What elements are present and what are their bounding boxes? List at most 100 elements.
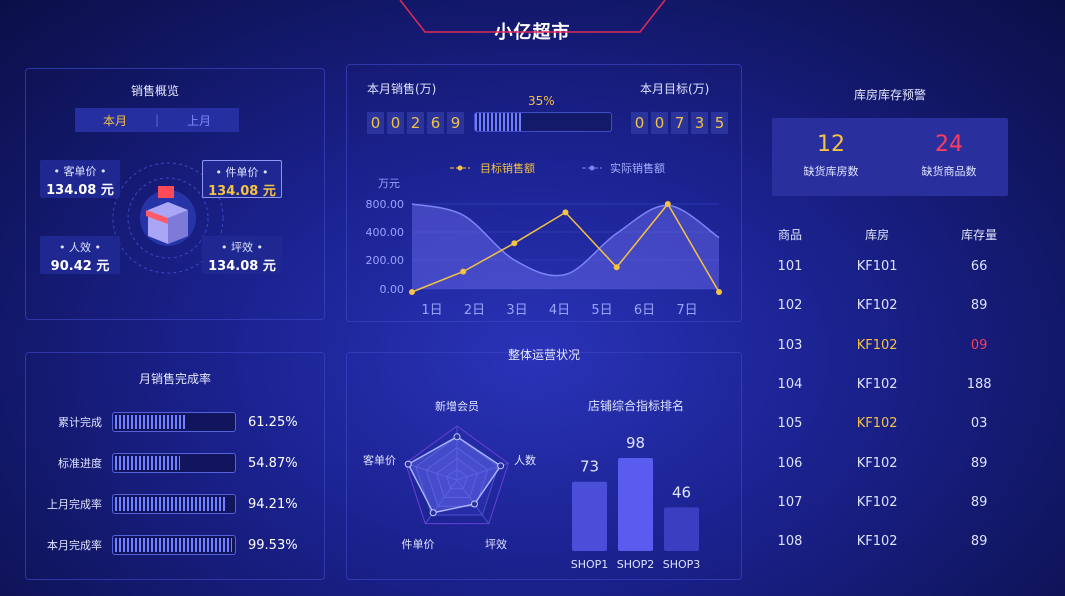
completion-row: 本月完成率 99.53% (40, 535, 298, 555)
completion-row: 标准进度 54.87% (40, 453, 298, 473)
completion-percent: 54.87% (248, 455, 298, 471)
completion-label: 本月完成率 (47, 539, 102, 552)
completion-fill (115, 538, 233, 552)
cell-warehouse: KF102 (856, 416, 898, 432)
x-tick-label: SHOP2 (617, 558, 655, 571)
radar-point (404, 460, 412, 468)
cell-warehouse: KF101 (856, 259, 898, 275)
completion-label: 累计完成 (58, 416, 102, 429)
cell-warehouse: KF102 (856, 455, 898, 471)
x-tick-label: 3日 (506, 303, 527, 318)
cell-stock: 89 (970, 298, 988, 314)
cell-stock: 89 (970, 455, 988, 471)
chart-title: 店铺综合指标排名 (588, 398, 684, 413)
tab-this-month[interactable]: 本月 (102, 113, 127, 128)
inventory-title: 库房库存预警 (853, 88, 926, 102)
completion-fill (115, 415, 188, 429)
completion-bar (112, 453, 236, 473)
radar-point (453, 433, 461, 441)
radar-label: 坪效 (485, 537, 507, 551)
cell-stock: 66 (970, 259, 988, 275)
radar-point (429, 509, 437, 517)
table-row[interactable]: 105 KF102 03 (757, 404, 1027, 443)
col-warehouse: 库房 (865, 228, 890, 242)
x-tick-label: SHOP1 (571, 558, 609, 571)
radar-label: 人数 (514, 454, 536, 467)
target-sales-point (460, 268, 467, 275)
kpi-area-efficiency: • 坪效 • 134.08 元 (202, 236, 282, 274)
y-tick-label: 200.00 (366, 254, 405, 267)
cell-warehouse: KF102 (856, 298, 898, 314)
cell-stock: 89 (970, 534, 988, 550)
tab-last-month[interactable]: 上月 (187, 113, 212, 128)
legend-label: 实际销售额 (610, 161, 665, 175)
table-row[interactable]: 108 KF102 89 (757, 522, 1027, 561)
target-sales-point (716, 289, 722, 295)
kpi-item-price[interactable]: • 件单价 • 134.08 元 (202, 160, 282, 199)
cell-product: 102 (777, 298, 803, 314)
table-row[interactable]: 106 KF102 89 (757, 443, 1027, 482)
bar-value-label: 98 (626, 434, 645, 452)
stat-warehouse-shortage: 12 缺货库房数 (803, 132, 859, 178)
completion-row: 上月完成率 94.21% (40, 494, 298, 514)
cell-warehouse: KF102 (856, 337, 898, 353)
completion-row: 累计完成 61.25% (40, 412, 298, 432)
radar-point (470, 500, 478, 508)
y-tick-label: 0.00 (380, 283, 405, 296)
col-stock: 库存量 (961, 228, 998, 242)
target-sales-point (562, 209, 569, 216)
progress-label: 35% (528, 94, 555, 108)
cell-stock: 188 (966, 377, 992, 393)
target-sales-point (409, 289, 415, 295)
completion-bar (112, 535, 236, 555)
legend-marker (589, 165, 595, 171)
completion-percent: 99.53% (248, 537, 298, 553)
completion-bar (112, 494, 236, 514)
x-tick-label: 6日 (634, 303, 655, 318)
kpi-staff-efficiency: • 人效 • 90.42 元 (40, 236, 120, 274)
radar-label: 新增会员 (435, 399, 479, 413)
radar-axis (424, 479, 458, 524)
x-tick-label: SHOP3 (663, 558, 701, 571)
target-sales-point (664, 201, 671, 207)
completion-panel (25, 352, 325, 580)
x-tick-label: 7日 (676, 303, 697, 318)
month-sales-label: 本月销售(万) (367, 82, 437, 96)
col-product: 商品 (777, 228, 802, 242)
table-row[interactable]: 102 KF102 89 (757, 286, 1027, 325)
cell-warehouse: KF102 (856, 377, 898, 393)
cell-product: 101 (777, 259, 803, 275)
radar-area (407, 435, 502, 514)
table-row[interactable]: 107 KF102 89 (757, 483, 1027, 522)
x-tick-label: 2日 (464, 303, 485, 318)
legend-marker (457, 165, 463, 171)
legend-label: 目标销售额 (480, 161, 535, 175)
actual-sales-area (412, 204, 719, 289)
inventory-table: 商品 库房 库存量 101 KF101 66 102 KF102 89 103 KF102 09 10… (757, 222, 1027, 561)
radar-label: 客单价 (363, 453, 396, 467)
cell-product: 108 (777, 534, 803, 550)
table-row[interactable]: 101 KF101 66 (757, 247, 1027, 286)
completion-title: 月销售完成率 (138, 372, 211, 386)
completion-label: 上月完成率 (47, 498, 102, 511)
cell-product: 103 (777, 337, 803, 353)
bar (572, 481, 607, 551)
target-sales-point (613, 264, 620, 271)
cell-stock: 89 (970, 494, 988, 510)
cell-product: 107 (777, 494, 803, 510)
sales-overview-panel (25, 68, 325, 320)
cell-product: 106 (777, 455, 803, 471)
progress-fill (475, 113, 523, 131)
completion-label: 标准进度 (58, 457, 102, 470)
completion-fill (115, 456, 180, 470)
cell-warehouse: KF102 (856, 534, 898, 550)
table-row[interactable]: 103 KF102 09 (757, 326, 1027, 365)
period-tabs: 本月 | 上月 (75, 108, 239, 132)
sales-progress-bar (474, 112, 612, 132)
shop-ranking-chart: 店铺综合指标排名 73 SHOP1 98 SHOP2 46 SHOP3 (571, 398, 701, 571)
y-axis-label: 万元 (378, 177, 400, 190)
table-row[interactable]: 104 KF102 188 (757, 365, 1027, 404)
